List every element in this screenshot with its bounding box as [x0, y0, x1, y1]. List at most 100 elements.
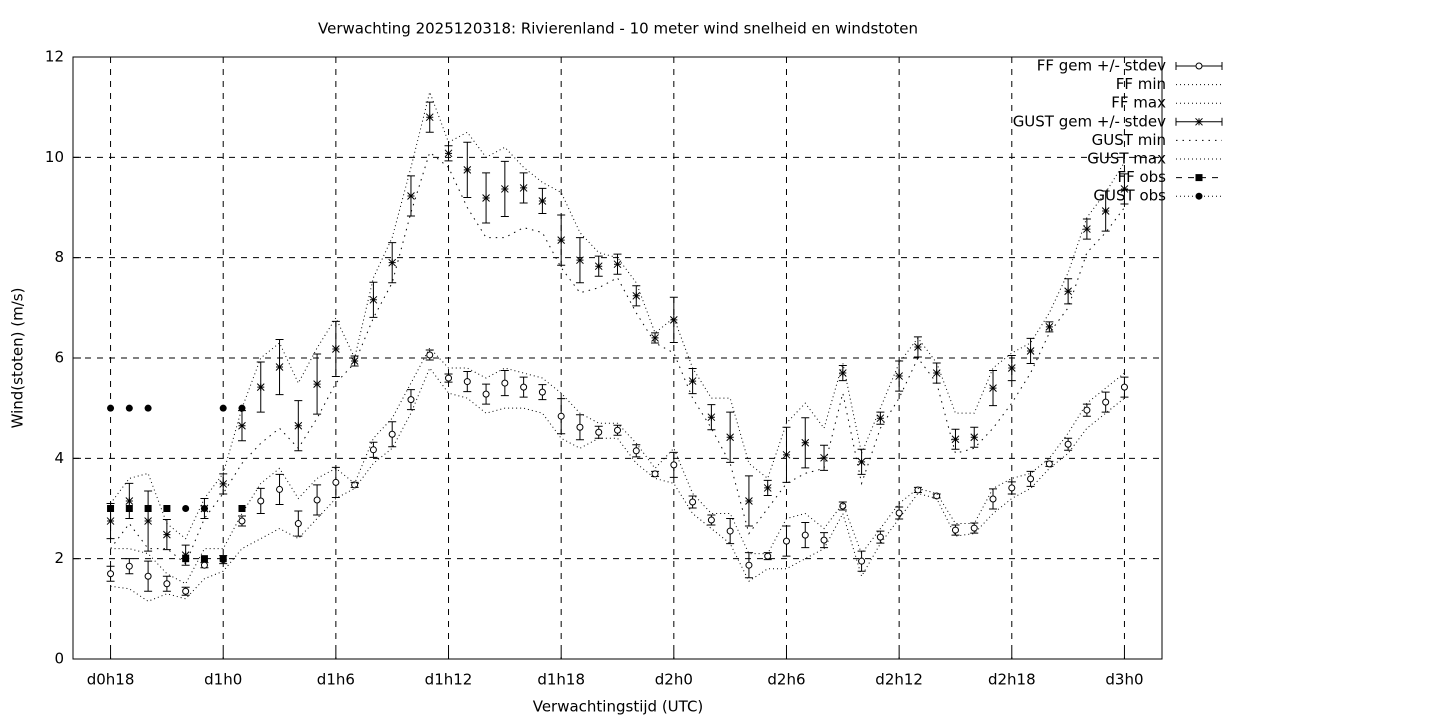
- point-marker: [144, 505, 152, 512]
- point-marker: [463, 166, 472, 174]
- point-marker: [275, 363, 284, 371]
- point-marker: [482, 390, 490, 398]
- x-tick-label: d1h0: [204, 671, 242, 689]
- point-marker: [407, 192, 415, 200]
- y-axis-label: Wind(stoten) (m/s): [9, 288, 27, 429]
- point-marker: [820, 453, 828, 462]
- x-tick-label: d3h0: [1105, 671, 1143, 689]
- point-marker: [1045, 460, 1053, 468]
- point-marker: [857, 457, 866, 466]
- point-marker: [106, 517, 115, 525]
- point-marker: [163, 530, 171, 539]
- point-marker: [238, 404, 246, 412]
- point-marker: [125, 497, 134, 505]
- point-marker: [332, 478, 340, 486]
- point-marker: [1120, 383, 1128, 391]
- point-marker: [876, 414, 885, 423]
- point-marker: [689, 498, 697, 506]
- point-marker: [238, 517, 246, 525]
- x-tick-label: d2h12: [875, 671, 923, 689]
- point-marker: [613, 260, 622, 269]
- x-axis-label: Verwachtingstijd (UTC): [533, 698, 704, 716]
- point-marker: [707, 516, 715, 524]
- point-marker: [614, 426, 621, 434]
- point-marker: [557, 236, 566, 244]
- point-marker: [1195, 192, 1203, 200]
- point-marker: [669, 316, 678, 324]
- point-marker: [313, 380, 321, 388]
- point-marker: [1083, 406, 1091, 414]
- point-marker: [144, 517, 152, 525]
- point-marker: [876, 533, 884, 541]
- point-marker: [538, 388, 546, 396]
- point-marker: [933, 492, 941, 500]
- point-marker: [163, 580, 171, 588]
- point-marker: [782, 537, 790, 545]
- point-marker: [914, 343, 922, 351]
- point-marker: [1102, 398, 1110, 406]
- point-marker: [989, 384, 997, 392]
- y-tick-label: 10: [45, 148, 64, 166]
- point-marker: [576, 423, 584, 431]
- point-marker: [425, 113, 434, 122]
- point-marker: [181, 551, 190, 560]
- point-marker: [1101, 207, 1110, 215]
- point-marker: [651, 334, 659, 342]
- point-marker: [107, 570, 115, 578]
- point-marker: [801, 438, 810, 447]
- y-tick-label: 0: [54, 650, 64, 668]
- x-tick-label: d2h18: [988, 671, 1036, 689]
- x-tick-label: d1h18: [537, 671, 585, 689]
- point-marker: [858, 557, 866, 565]
- point-marker: [426, 351, 434, 359]
- chart-title: Verwachting 2025120318: Rivierenland - 1…: [318, 20, 918, 38]
- point-marker: [1195, 174, 1203, 182]
- point-marker: [182, 505, 190, 512]
- point-marker: [501, 379, 509, 387]
- point-marker: [726, 433, 735, 442]
- point-marker: [219, 404, 227, 412]
- point-marker: [125, 404, 133, 412]
- point-marker: [388, 430, 396, 438]
- legend-label: GUST max: [1087, 150, 1166, 168]
- y-tick-label: 6: [54, 349, 64, 367]
- point-marker: [369, 446, 377, 454]
- point-marker: [144, 404, 152, 412]
- point-marker: [576, 256, 584, 265]
- point-marker: [332, 345, 340, 353]
- point-marker: [1026, 347, 1035, 355]
- legend-label: FF max: [1111, 94, 1166, 112]
- point-marker: [1120, 185, 1129, 193]
- point-marker: [482, 194, 490, 202]
- point-marker: [951, 435, 960, 444]
- point-marker: [144, 572, 152, 580]
- point-marker: [989, 495, 997, 503]
- point-marker: [726, 527, 734, 535]
- point-marker: [388, 258, 397, 267]
- y-tick-label: 2: [54, 549, 64, 567]
- point-marker: [1007, 364, 1016, 372]
- point-marker: [1083, 225, 1091, 233]
- point-marker: [1064, 287, 1072, 296]
- point-marker: [932, 369, 941, 377]
- point-marker: [125, 562, 133, 570]
- point-marker: [256, 383, 265, 391]
- point-marker: [970, 524, 978, 532]
- legend-label: GUST gem +/- stdev: [1013, 112, 1166, 130]
- point-marker: [219, 480, 228, 488]
- point-marker: [1027, 475, 1035, 483]
- point-marker: [595, 428, 603, 436]
- point-marker: [538, 197, 547, 205]
- point-marker: [632, 291, 641, 300]
- point-marker: [445, 374, 453, 382]
- point-marker: [219, 555, 227, 563]
- point-marker: [707, 413, 716, 422]
- point-marker: [444, 149, 453, 158]
- point-marker: [182, 587, 190, 595]
- point-marker: [782, 450, 791, 459]
- point-marker: [632, 447, 640, 455]
- point-marker: [688, 377, 697, 385]
- x-tick-label: d2h0: [655, 671, 693, 689]
